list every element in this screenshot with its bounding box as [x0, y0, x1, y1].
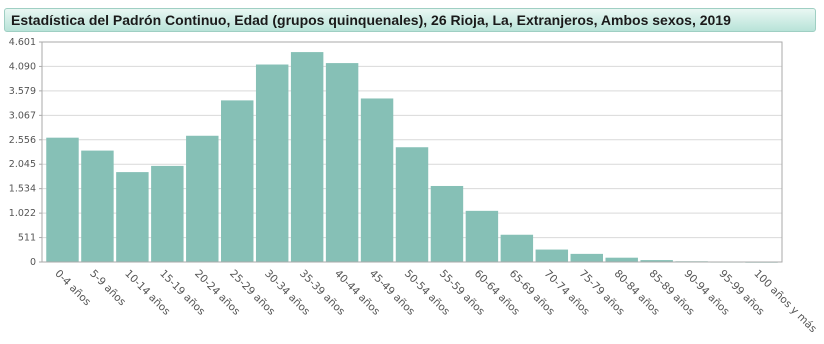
bar	[465, 210, 499, 262]
bar	[570, 253, 603, 262]
bar	[500, 234, 534, 262]
bar	[221, 100, 254, 262]
bar	[395, 147, 429, 262]
bar	[255, 64, 289, 262]
x-category-label: 5-9 años	[87, 268, 128, 309]
y-tick-label: 2.045	[9, 159, 36, 170]
y-tick-label: 2.556	[9, 135, 36, 146]
bar	[116, 172, 149, 262]
y-tick-label: 0	[30, 257, 36, 268]
bar	[46, 137, 79, 262]
bar	[535, 249, 569, 262]
y-axis-ticks: 0 511 1.022 1.534 2.045 2.556 3.067 3.579 4.090 4…	[9, 37, 42, 268]
bar	[640, 260, 673, 262]
bar	[325, 63, 359, 263]
bar	[186, 135, 219, 262]
chart-title-bar: Estadística del Padrón Continuo, Edad (g…	[4, 8, 816, 32]
y-tick-label: 1.534	[9, 184, 36, 195]
bar	[81, 150, 114, 262]
bar	[360, 98, 394, 262]
y-tick-label: 4.090	[9, 61, 36, 72]
plot-frame	[41, 41, 783, 263]
bar	[151, 165, 184, 262]
y-tick-label: 4.601	[9, 37, 36, 48]
chart-title: Estadística del Padrón Continuo, Edad (g…	[11, 12, 731, 28]
y-tick-label: 3.067	[9, 110, 36, 121]
bars	[46, 52, 778, 263]
y-tick-label: 511	[18, 233, 36, 244]
y-tick-label: 3.579	[9, 86, 36, 97]
bar	[430, 185, 464, 262]
y-tick-label: 1.022	[9, 208, 36, 219]
x-category-label: 0-4 años	[52, 268, 93, 309]
bar	[605, 257, 638, 262]
bar	[290, 52, 324, 262]
x-category-label: 100 años y más	[751, 268, 818, 335]
